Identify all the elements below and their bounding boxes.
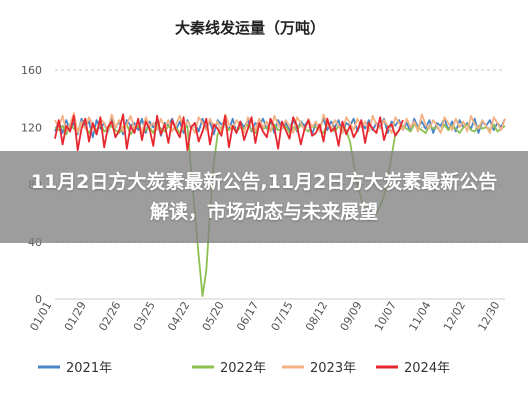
x-tick-label: 10/07 (372, 299, 399, 333)
x-tick-label: 08/12 (303, 299, 330, 333)
y-tick-label: 0 (35, 293, 42, 306)
x-tick-label: 02/26 (96, 299, 123, 333)
legend: 2021年 2022年 2023年 2024年 (38, 361, 450, 376)
headline-text: 11月2日方大炭素最新公告,11月2日方大炭素最新公告解读，市场动态与未来展望 (30, 171, 498, 223)
series-line-3 (54, 113, 404, 152)
legend-label: 2024年 (404, 361, 450, 376)
legend-label: 2023年 (310, 361, 356, 376)
series-group (54, 112, 506, 298)
y-tick-label: 120 (21, 121, 42, 134)
legend-label: 2021年 (66, 361, 112, 376)
headline-banner: 11月2日方大炭素最新公告,11月2日方大炭素最新公告解读，市场动态与未来展望 (0, 151, 528, 243)
x-tick-label: 04/22 (165, 299, 192, 333)
x-tick-label: 12/02 (441, 299, 468, 333)
x-tick-label: 09/09 (338, 299, 365, 333)
x-tick-label: 05/20 (200, 299, 227, 333)
x-tick-label: 01/29 (62, 299, 89, 333)
x-tick-label: 07/15 (269, 299, 296, 333)
x-tick-label: 11/04 (406, 299, 433, 333)
y-tick-label: 160 (21, 64, 42, 77)
x-tick-label: 03/25 (131, 299, 158, 333)
legend-label: 2022年 (220, 361, 266, 376)
x-tick-label: 06/17 (234, 299, 261, 333)
series-line-2 (54, 112, 506, 136)
series-line-0 (54, 117, 506, 139)
x-axis: 01/01 01/29 02/26 03/25 04/22 05/20 06/17 07/15… (27, 299, 502, 333)
x-tick-label: 12/30 (475, 299, 502, 333)
x-tick-label: 01/01 (27, 299, 54, 333)
chart-title: 大秦线发运量（万吨） (175, 19, 325, 37)
